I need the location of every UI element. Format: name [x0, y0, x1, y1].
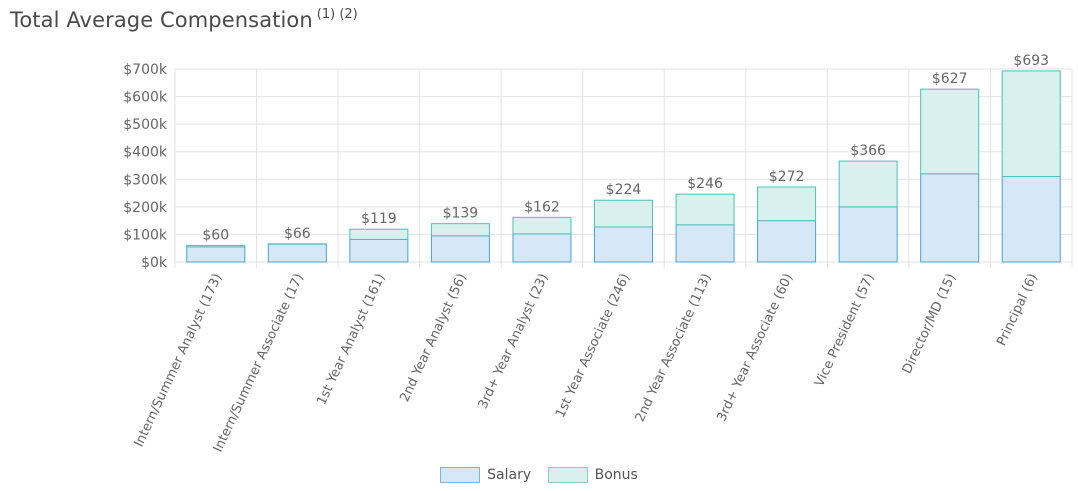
chart-title-block: Total Average Compensation (1) (2): [10, 7, 358, 32]
y-tick-label: $200k: [123, 200, 168, 216]
bar-bonus: [512, 216, 572, 235]
legend-item-bonus[interactable]: Bonus: [547, 467, 638, 483]
bar-salary: [594, 226, 653, 263]
bar-salary: [1001, 176, 1061, 263]
bar-bonus: [920, 88, 980, 175]
x-tick-label: 1st Year Analyst (161): [314, 271, 388, 407]
bar-bonus: [594, 199, 653, 228]
bar-salary: [838, 206, 898, 263]
bar-salary: [675, 224, 735, 263]
bar-salary: [349, 238, 409, 263]
legend-swatch-bonus: [547, 467, 588, 483]
legend-label-salary: Salary: [487, 467, 532, 483]
bar-total-label: $224: [606, 182, 642, 198]
y-tick-label: $600k: [123, 90, 168, 106]
bar-salary: [920, 173, 980, 263]
y-tick-label: $700k: [123, 62, 168, 78]
x-tick-label: 2nd Year Analyst (56): [397, 271, 470, 404]
bar-total-label: $119: [361, 211, 397, 227]
bar-total-label: $693: [1013, 53, 1049, 69]
bar-total-label: $66: [284, 226, 311, 242]
bar-salary: [186, 246, 246, 263]
chart-legend: Salary Bonus: [0, 467, 1078, 487]
y-tick-label: $500k: [123, 117, 168, 133]
bar-total-label: $162: [524, 199, 560, 215]
bar-salary: [430, 235, 490, 263]
chart-footnotes: (1) (2): [316, 7, 358, 22]
x-tick-label: Intern/Summer Analyst (173): [132, 271, 226, 449]
bar-salary: [757, 220, 817, 263]
bar-bonus: [349, 228, 409, 240]
bar-salary: [512, 233, 572, 263]
legend-item-salary[interactable]: Salary: [440, 467, 531, 483]
x-tick-label: 3rd+ Year Associate (60): [714, 271, 796, 424]
bar-total-label: $366: [850, 143, 886, 159]
bar-salary: [267, 243, 327, 263]
y-tick-label: $100k: [123, 227, 168, 243]
legend-swatch-salary: [440, 467, 481, 483]
x-tick-label: 3rd+ Year Analyst (23): [476, 271, 552, 411]
bar-bonus: [186, 244, 246, 248]
bar-total-label: $139: [443, 206, 479, 222]
bar-bonus: [675, 193, 735, 226]
y-tick-label: $300k: [123, 172, 168, 188]
x-tick-label: Director/MD (15): [900, 271, 960, 376]
x-tick-label: 2nd Year Associate (113): [633, 271, 715, 424]
bar-total-label: $272: [769, 169, 805, 185]
y-tick-label: $400k: [123, 145, 168, 161]
x-tick-label: Principal (6): [994, 271, 1041, 348]
bar-total-label: $246: [687, 176, 723, 192]
x-tick-label: 1st Year Associate (246): [553, 271, 633, 420]
legend-label-bonus: Bonus: [594, 467, 638, 483]
x-tick-label: Intern/Summer Associate (17): [211, 271, 307, 454]
bar-bonus: [757, 186, 817, 222]
y-tick-label: $0k: [141, 255, 168, 271]
x-tick-label: Vice President (57): [812, 271, 878, 389]
bar-total-label: $627: [932, 71, 968, 87]
chart-title: Total Average Compensation: [10, 8, 313, 32]
bar-bonus: [430, 223, 490, 237]
bar-bonus: [1001, 70, 1061, 178]
bar-bonus: [838, 160, 898, 208]
bar-total-label: $60: [202, 227, 229, 243]
